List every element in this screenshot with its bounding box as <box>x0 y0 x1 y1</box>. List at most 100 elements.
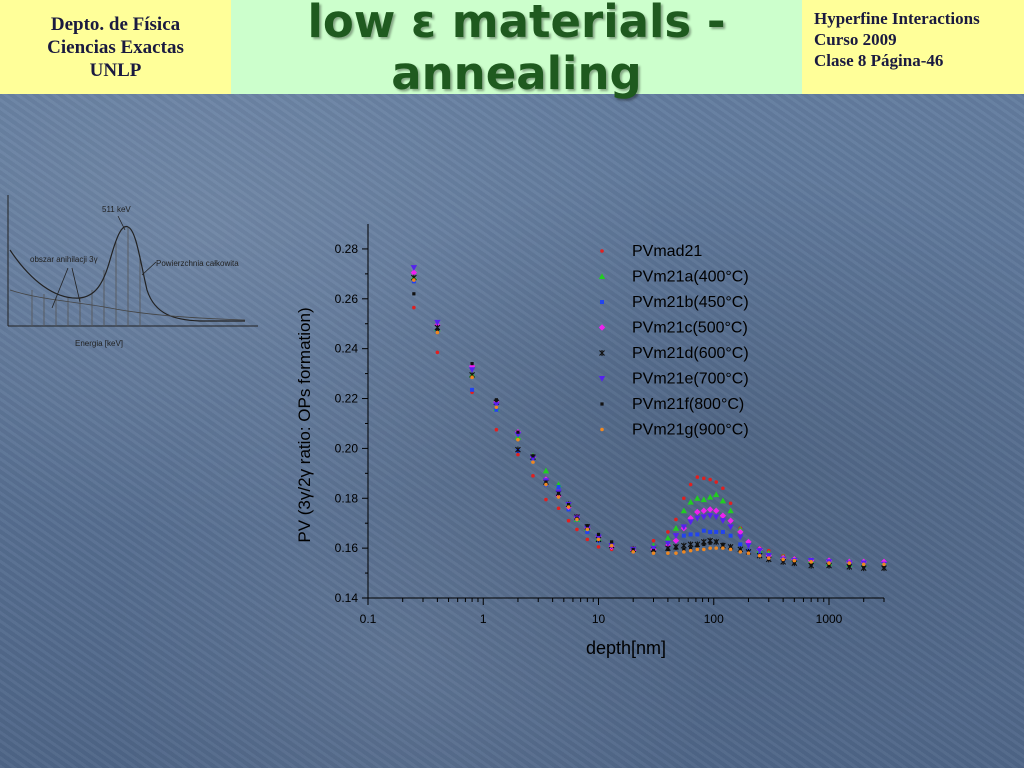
data-point <box>809 562 813 566</box>
data-point <box>688 532 693 537</box>
data-point <box>556 485 561 490</box>
x-tick-label: 0.1 <box>360 612 377 626</box>
data-point <box>702 542 706 546</box>
data-point <box>714 480 718 484</box>
data-point <box>494 427 499 432</box>
inset-right-label: Powierzchnia całkowita <box>156 259 239 268</box>
data-point <box>672 533 680 539</box>
data-point <box>544 497 548 502</box>
department-box: Depto. de Física Ciencias Exactas UNLP <box>0 0 231 94</box>
series-3 <box>410 269 888 566</box>
data-point <box>727 517 734 524</box>
data-point <box>596 545 601 549</box>
y-tick-label: 0.16 <box>335 541 359 555</box>
data-point <box>746 551 751 555</box>
data-point <box>756 548 763 554</box>
data-point <box>531 474 535 478</box>
data-point <box>412 278 416 282</box>
data-point <box>682 496 686 501</box>
inset-spectrum-curve <box>9 225 245 322</box>
data-point <box>556 506 561 511</box>
y-tick-label: 0.24 <box>335 342 359 356</box>
y-tick-label: 0.28 <box>335 242 359 256</box>
data-point <box>765 553 772 559</box>
legend-marker <box>598 375 606 382</box>
data-point <box>544 482 548 487</box>
data-point <box>721 486 725 491</box>
y-tick-label: 0.14 <box>335 591 359 605</box>
data-point <box>714 529 719 534</box>
data-point <box>714 546 718 550</box>
data-point <box>757 553 762 558</box>
data-point <box>566 505 571 509</box>
data-point <box>701 528 706 533</box>
data-point <box>688 548 693 553</box>
data-point <box>689 546 693 550</box>
data-point <box>674 517 678 522</box>
data-point <box>687 541 694 548</box>
department-line-3: UNLP <box>89 59 142 81</box>
chart-points <box>410 265 888 572</box>
data-point <box>435 350 440 355</box>
chart-legend: PVmad21 PVm21a(400°C) PVm21b(450°C) PVm21c(… <box>598 243 749 439</box>
data-point <box>410 269 418 276</box>
data-point <box>531 460 535 464</box>
data-point <box>714 540 718 544</box>
legend-marker <box>600 402 604 406</box>
data-point <box>727 507 734 514</box>
data-point <box>435 330 440 335</box>
x-tick-label: 1 <box>480 612 487 626</box>
data-point <box>651 551 656 555</box>
data-point <box>738 542 743 547</box>
data-point <box>470 362 474 366</box>
data-point <box>651 538 656 543</box>
data-point <box>708 546 712 550</box>
legend-label: PVm21d(600°C) <box>632 345 749 362</box>
data-point <box>631 550 635 554</box>
data-point <box>713 491 720 498</box>
data-point <box>694 508 701 516</box>
data-point <box>412 305 416 310</box>
data-point <box>827 561 831 565</box>
data-point <box>556 491 561 495</box>
data-point <box>847 563 851 568</box>
data-point <box>566 502 571 507</box>
data-point <box>721 546 725 550</box>
inset-left-label: obszar anihilacji 3γ <box>30 255 98 264</box>
legend-label: PVm21e(700°C) <box>632 371 749 388</box>
data-point <box>728 547 733 552</box>
data-point <box>494 398 498 402</box>
inset-background-curve <box>9 289 246 321</box>
data-point <box>719 497 727 504</box>
series-7 <box>412 278 886 567</box>
data-point <box>745 543 752 549</box>
data-point <box>672 524 680 531</box>
data-point <box>680 524 688 531</box>
data-point <box>687 519 694 526</box>
data-point <box>708 477 712 482</box>
data-point <box>694 515 701 522</box>
data-point <box>700 514 708 521</box>
data-point <box>585 527 590 532</box>
inset-hatch-lines <box>31 228 141 326</box>
data-point <box>531 454 535 458</box>
title-box <box>231 0 802 94</box>
course-box: Hyperfine Interactions Curso 2009 Clase … <box>802 0 1024 94</box>
data-point <box>682 547 686 551</box>
data-point <box>664 540 672 547</box>
legend-marker <box>598 273 606 280</box>
data-point <box>666 551 670 555</box>
data-point <box>694 495 701 501</box>
data-point <box>682 550 686 554</box>
data-point <box>672 537 680 544</box>
inset-left-pointer-2 <box>71 267 81 303</box>
legend-label: PVm21g(900°C) <box>632 422 749 439</box>
department-line-1: Depto. de Física <box>50 13 181 35</box>
inset-peak-pointer <box>117 215 126 231</box>
data-point <box>544 480 548 484</box>
y-axis-label: PV (3γ/2γ ratio: OPs formation) <box>295 307 314 542</box>
data-point <box>666 547 670 551</box>
data-point <box>713 514 720 521</box>
data-point <box>468 367 476 374</box>
data-point <box>493 402 500 408</box>
